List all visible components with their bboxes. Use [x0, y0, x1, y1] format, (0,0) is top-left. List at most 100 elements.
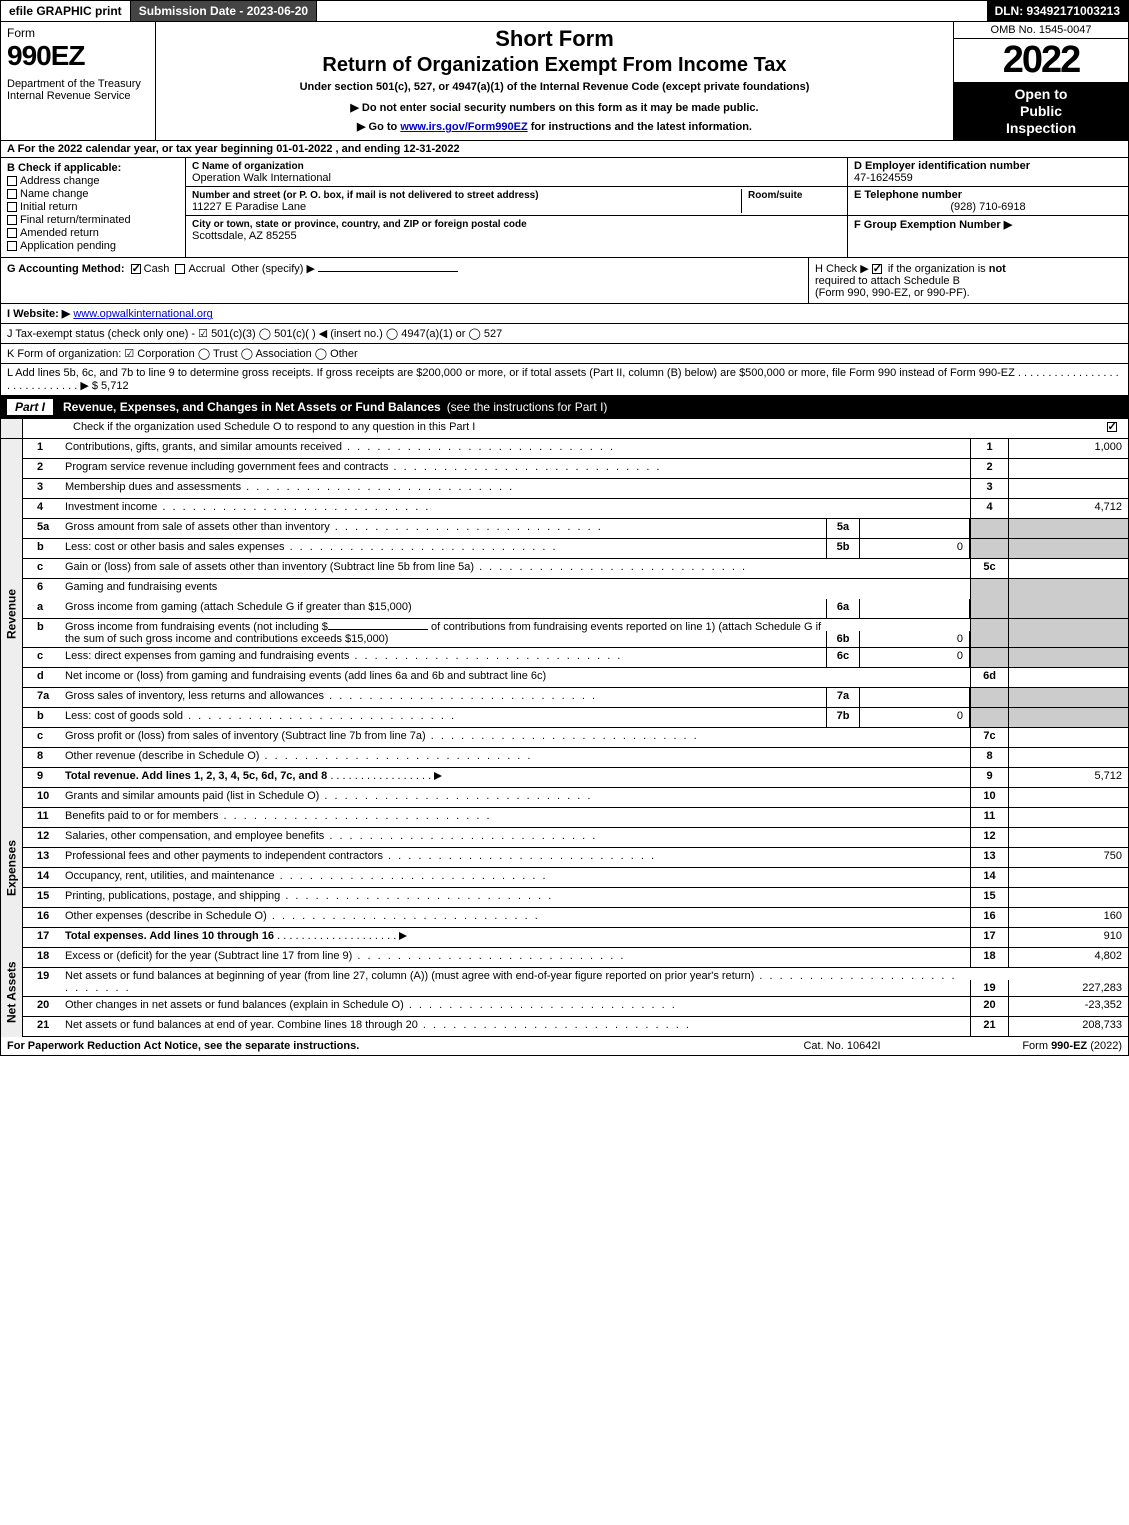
col-def: D Employer identification number 47-1624…: [848, 158, 1128, 257]
part-i-header: Part I Revenue, Expenses, and Changes in…: [0, 396, 1129, 419]
irs-label: Internal Revenue Service: [7, 90, 149, 102]
sub3-post: for instructions and the latest informat…: [528, 121, 752, 133]
line-6a: aGross income from gaming (attach Schedu…: [22, 599, 1129, 619]
expenses-sidelabel: Expenses: [0, 788, 22, 948]
form-word: Form: [7, 26, 149, 40]
cb-address-change[interactable]: Address change: [7, 175, 179, 187]
org-name-row: C Name of organization Operation Walk In…: [186, 158, 847, 187]
ein-label: D Employer identification number: [854, 160, 1030, 172]
cb-cash[interactable]: [131, 264, 141, 274]
line-9: 9Total revenue. Add lines 1, 2, 3, 4, 5c…: [22, 768, 1129, 788]
page-footer: For Paperwork Reduction Act Notice, see …: [0, 1037, 1129, 1056]
netassets-group: Net Assets 18Excess or (deficit) for the…: [0, 948, 1129, 1037]
line-18: 18Excess or (deficit) for the year (Subt…: [22, 948, 1129, 968]
line-14: 14Occupancy, rent, utilities, and mainte…: [22, 868, 1129, 888]
header-center: Short Form Return of Organization Exempt…: [156, 22, 953, 140]
line-6b: bGross income from fundraising events (n…: [22, 619, 1129, 648]
org-city: Scottsdale, AZ 85255: [192, 230, 297, 242]
netassets-sidelabel: Net Assets: [0, 948, 22, 1037]
cb-amended-return[interactable]: Amended return: [7, 227, 179, 239]
line-6: 6Gaming and fundraising events: [22, 579, 1129, 599]
other-specify: Other (specify) ▶: [231, 263, 315, 275]
line-13: 13Professional fees and other payments t…: [22, 848, 1129, 868]
row-l-amount: 5,712: [101, 380, 129, 392]
sub3-pre: ▶ Go to: [357, 121, 400, 133]
line-5c: cGain or (loss) from sale of assets othe…: [22, 559, 1129, 579]
line-3: 3Membership dues and assessments3: [22, 479, 1129, 499]
line-2: 2Program service revenue including gover…: [22, 459, 1129, 479]
tax-year: 2022: [954, 39, 1128, 82]
ein-value: 47-1624559: [854, 172, 913, 184]
form-footer-label: Form 990-EZ (2022): [942, 1040, 1122, 1052]
line-7a: 7aGross sales of inventory, less returns…: [22, 688, 1129, 708]
line-8: 8Other revenue (describe in Schedule O)8: [22, 748, 1129, 768]
inspect-1: Open to: [958, 86, 1124, 103]
cb-accrual[interactable]: [175, 264, 185, 274]
line-21: 21Net assets or fund balances at end of …: [22, 1017, 1129, 1037]
row-k-org-form: K Form of organization: ☑ Corporation ◯ …: [0, 344, 1129, 364]
col-c-org-info: C Name of organization Operation Walk In…: [186, 158, 848, 257]
dept-label: Department of the Treasury: [7, 78, 149, 90]
dln-label: DLN: 93492171003213: [987, 1, 1128, 21]
subtitle-2: ▶ Do not enter social security numbers o…: [164, 101, 945, 114]
cb-final-return[interactable]: Final return/terminated: [7, 214, 179, 226]
row-a-tax-year: A For the 2022 calendar year, or tax yea…: [0, 141, 1129, 158]
form-title: Return of Organization Exempt From Incom…: [164, 54, 945, 77]
line-20: 20Other changes in net assets or fund ba…: [22, 997, 1129, 1017]
omb-number: OMB No. 1545-0047: [954, 22, 1128, 39]
section-bcdef: B Check if applicable: Address change Na…: [0, 158, 1129, 258]
website-label: I Website: ▶: [7, 308, 70, 320]
row-g-h: G Accounting Method: Cash Accrual Other …: [0, 258, 1129, 304]
part-number: Part I: [7, 399, 53, 415]
line-11: 11Benefits paid to or for members11: [22, 808, 1129, 828]
cat-number: Cat. No. 10642I: [742, 1040, 942, 1052]
paperwork-notice: For Paperwork Reduction Act Notice, see …: [7, 1040, 742, 1052]
accounting-method: G Accounting Method: Cash Accrual Other …: [1, 258, 808, 303]
row-i-website: I Website: ▶ www.opwalkinternational.org: [0, 304, 1129, 324]
revenue-group: Revenue 1Contributions, gifts, grants, a…: [0, 439, 1129, 788]
form-number: 990EZ: [7, 40, 149, 72]
org-name: Operation Walk International: [192, 172, 331, 184]
line-4: 4Investment income44,712: [22, 499, 1129, 519]
checknote-text: Check if the organization used Schedule …: [23, 419, 1098, 438]
cb-schedule-b[interactable]: [872, 264, 882, 274]
row-j-tax-exempt: J Tax-exempt status (check only one) - ☑…: [0, 324, 1129, 344]
line-15: 15Printing, publications, postage, and s…: [22, 888, 1129, 908]
website-link[interactable]: www.opwalkinternational.org: [73, 308, 212, 320]
line-6d: dNet income or (loss) from gaming and fu…: [22, 668, 1129, 688]
org-address: 11227 E Paradise Lane: [192, 201, 306, 213]
inspection-box: Open to Public Inspection: [954, 82, 1128, 140]
room-label: Room/suite: [748, 190, 802, 201]
line-7b: bLess: cost of goods sold7b0: [22, 708, 1129, 728]
form-header: Form 990EZ Department of the Treasury In…: [0, 22, 1129, 141]
cb-initial-return[interactable]: Initial return: [7, 201, 179, 213]
cb-name-change[interactable]: Name change: [7, 188, 179, 200]
arrow-icon: [434, 772, 442, 780]
group-exemption-label: F Group Exemption Number ▶: [854, 219, 1012, 231]
revenue-sidelabel: Revenue: [0, 439, 22, 788]
header-right: OMB No. 1545-0047 2022 Open to Public In…: [953, 22, 1128, 140]
org-city-row: City or town, state or province, country…: [186, 216, 847, 257]
part-title: Revenue, Expenses, and Changes in Net As…: [63, 400, 441, 414]
irs-link[interactable]: www.irs.gov/Form990EZ: [400, 121, 527, 133]
line-5a: 5aGross amount from sale of assets other…: [22, 519, 1129, 539]
line-1: 1Contributions, gifts, grants, and simil…: [22, 439, 1129, 459]
part-i-checknote: Check if the organization used Schedule …: [0, 419, 1129, 439]
efile-label[interactable]: efile GRAPHIC print: [1, 1, 131, 21]
org-name-label: C Name of organization: [192, 161, 304, 172]
g-label: G Accounting Method:: [7, 263, 125, 275]
inspect-2: Public: [958, 103, 1124, 120]
line-7c: cGross profit or (loss) from sales of in…: [22, 728, 1129, 748]
subtitle-3: ▶ Go to www.irs.gov/Form990EZ for instru…: [164, 120, 945, 133]
line-19: 19Net assets or fund balances at beginni…: [22, 968, 1129, 997]
inspect-3: Inspection: [958, 120, 1124, 137]
row-l-text: L Add lines 5b, 6c, and 7b to line 9 to …: [7, 367, 1119, 392]
ein-row: D Employer identification number 47-1624…: [848, 158, 1128, 187]
group-exemption-row: F Group Exemption Number ▶: [848, 216, 1128, 257]
line-6c: cLess: direct expenses from gaming and f…: [22, 648, 1129, 668]
cb-application-pending[interactable]: Application pending: [7, 240, 179, 252]
line-12: 12Salaries, other compensation, and empl…: [22, 828, 1129, 848]
cb-schedule-o[interactable]: [1107, 422, 1117, 432]
line-10: 10Grants and similar amounts paid (list …: [22, 788, 1129, 808]
line-16: 16Other expenses (describe in Schedule O…: [22, 908, 1129, 928]
